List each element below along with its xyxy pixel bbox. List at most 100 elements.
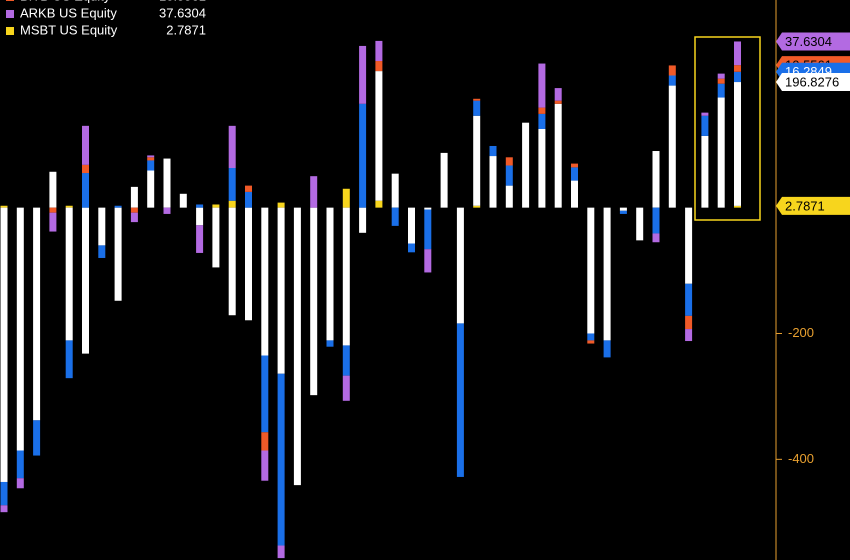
legend-value: 37.6304 (159, 5, 206, 20)
bar-segment (734, 82, 741, 206)
bar-segment (652, 233, 660, 243)
bar-segment (277, 545, 285, 559)
bar-segment (538, 63, 546, 108)
bar-segment (408, 207, 415, 244)
bar-segment (130, 207, 138, 213)
legend-value: 10.5561 (159, 0, 206, 3)
bar-segment (554, 100, 562, 104)
bar-segment (33, 420, 41, 456)
bar-segment (147, 155, 155, 158)
bar-segment (16, 207, 24, 451)
bar-segment (391, 173, 399, 208)
bar-segment (505, 157, 513, 166)
bar-segment (473, 98, 481, 101)
bar-segment (228, 200, 236, 208)
bar-segment (456, 323, 464, 477)
bar-segment (489, 156, 497, 208)
bar-segment (359, 45, 367, 104)
legend-label: MSBT US Equity (20, 22, 118, 37)
bar-segment (668, 75, 676, 86)
bar-segment (424, 249, 432, 273)
legend: BITB US Equity 10.5561 ARKB US Equity 37.63… (6, 0, 206, 37)
bar-segment (245, 191, 252, 208)
bar-segment (261, 432, 269, 451)
tag-label: 37.6304 (785, 34, 832, 49)
bar-segment (82, 207, 89, 354)
bar-segment (49, 212, 57, 232)
bar-segment (228, 207, 236, 316)
bar-segment (359, 207, 367, 233)
bar-segment (228, 168, 236, 201)
bar-segment (375, 40, 383, 62)
bar-segment (652, 207, 660, 234)
bar-segment (717, 73, 725, 79)
bar-segment (326, 340, 334, 347)
bar-segment (0, 505, 8, 513)
legend-box (0, 0, 214, 44)
bar-segment (147, 160, 155, 171)
bar-segment (587, 340, 595, 344)
bar-segment (375, 200, 383, 208)
bar-segment (571, 163, 578, 168)
bar-segment (0, 205, 8, 208)
bar-segment (98, 245, 106, 258)
bar-segment (16, 450, 24, 479)
bar-segment (342, 375, 350, 401)
bar-segment (701, 115, 709, 136)
bar-segment (277, 373, 285, 546)
bar-segment (734, 71, 741, 83)
bar-segment (0, 481, 8, 506)
bar-segment (130, 212, 138, 223)
bar-segment (147, 157, 155, 161)
y-tick-label: -200 (788, 325, 814, 340)
bar-segment (538, 107, 546, 114)
bar-segment (359, 103, 367, 208)
bar-segment (505, 185, 513, 208)
legend-swatch (6, 27, 14, 35)
bar-segment (408, 243, 415, 253)
tag-shape (776, 196, 850, 215)
bar-segment (668, 85, 676, 208)
bar-segment (473, 115, 481, 206)
bar-segment (538, 113, 546, 129)
bar-segment (342, 188, 350, 208)
bar-segment (261, 355, 269, 433)
bar-segment (196, 204, 204, 208)
bar-segment (391, 207, 399, 226)
legend-swatch (6, 10, 14, 18)
bar-segment (147, 170, 155, 208)
bar-segment (82, 164, 89, 174)
bar-segment (0, 207, 8, 482)
bar-segment (685, 315, 693, 330)
bar-segment (212, 207, 220, 268)
bar-segment (636, 207, 644, 241)
bar-segment (685, 329, 693, 342)
bar-segment (701, 112, 709, 116)
bar-segment (261, 450, 269, 481)
bars (0, 40, 741, 559)
bar-segment (473, 100, 481, 116)
bar-segment (685, 283, 693, 316)
bar-segment (277, 207, 285, 374)
bar-segment (440, 152, 448, 208)
bar-segment (571, 167, 578, 181)
bar-segment (65, 205, 73, 208)
bar-segment (424, 209, 432, 250)
tag-shape (776, 32, 850, 51)
bar-segment (538, 128, 546, 208)
bar-segment (554, 88, 562, 101)
bar-segment (65, 340, 73, 379)
bar-segment (163, 207, 171, 214)
bar-segment (212, 204, 220, 208)
bar-segment (245, 207, 252, 321)
bar-segment (375, 61, 383, 72)
bar-segment (685, 207, 693, 284)
bar-segment (82, 125, 89, 165)
bar-segment (668, 65, 676, 76)
bar-segment (701, 135, 709, 208)
legend-label: BITB US Equity (20, 0, 111, 3)
bar-segment (342, 345, 350, 376)
